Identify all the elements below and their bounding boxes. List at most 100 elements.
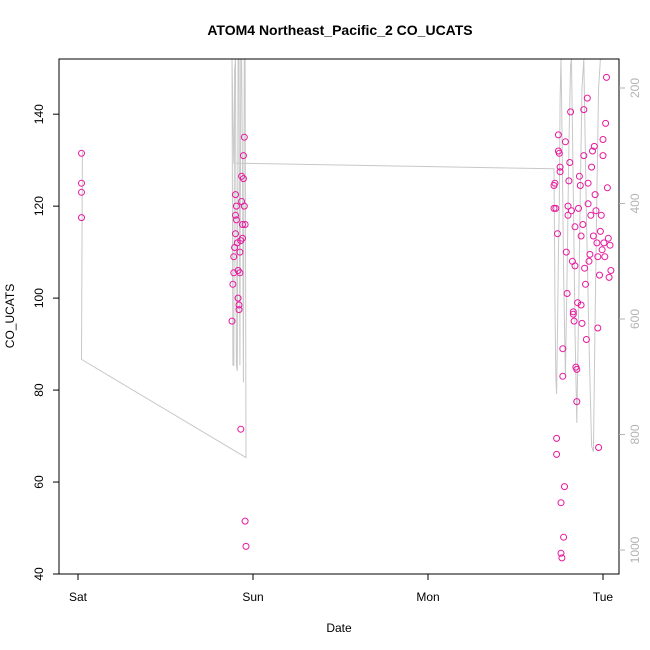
data-point: [235, 306, 243, 314]
data-point: [232, 202, 240, 210]
y-tick-label: 140: [32, 104, 46, 124]
plot-frame: [58, 58, 620, 575]
data-point: [78, 179, 85, 187]
data-point: [567, 108, 575, 116]
data-point: [577, 301, 585, 309]
right-tick-label: 600: [628, 309, 642, 329]
data-point: [233, 239, 241, 247]
data-point: [78, 149, 85, 157]
data-point: [596, 271, 603, 279]
data-point: [554, 230, 561, 238]
data-point: [564, 202, 572, 210]
right-axis: 200 400 600 800 1000: [619, 78, 642, 563]
chart-title: ATOM4 Northeast_Pacific_2 CO_UCATS: [207, 22, 472, 38]
data-point: [553, 450, 561, 458]
right-tick-label: 800: [628, 424, 642, 444]
data-point: [592, 207, 600, 215]
data-point: [594, 253, 602, 261]
data-point: [575, 172, 583, 180]
data-point: [239, 234, 246, 242]
data-point: [562, 248, 570, 256]
data-point: [603, 73, 610, 81]
data-point: [589, 147, 596, 155]
data-point: [555, 149, 563, 157]
data-point: [230, 253, 238, 261]
data-point: [602, 119, 610, 127]
data-point: [581, 264, 589, 272]
right-tick-label: 200: [628, 78, 642, 98]
data-point: [240, 202, 248, 210]
data-point: [568, 207, 575, 215]
data-point: [554, 131, 562, 139]
data-point: [578, 319, 586, 327]
data-point: [577, 232, 585, 240]
data-point: [242, 542, 250, 550]
data-point: [232, 216, 240, 224]
data-point: [237, 425, 245, 433]
x-tick-label: Mon: [416, 590, 439, 604]
data-point: [241, 517, 249, 525]
data-point: [232, 191, 239, 199]
data-point: [576, 182, 584, 189]
data-point: [575, 204, 582, 212]
data-point: [573, 398, 581, 406]
data-point: [565, 177, 573, 185]
data-point: [583, 94, 591, 102]
x-tick-label: Sun: [242, 590, 263, 604]
data-point: [236, 248, 244, 256]
data-point: [557, 499, 565, 507]
data-point: [584, 179, 592, 187]
data-point: [78, 214, 85, 222]
data-point: [236, 269, 244, 277]
altitude-line: [80, 58, 607, 459]
data-point: [574, 299, 582, 307]
data-point: [556, 168, 564, 176]
data-point: [606, 241, 614, 249]
data-point: [570, 317, 578, 325]
data-point: [238, 172, 246, 180]
data-point: [596, 227, 604, 235]
data-point: [566, 159, 574, 166]
data-point: [241, 221, 249, 228]
data-point: [559, 345, 567, 353]
data-point: [571, 262, 579, 270]
right-tick-label: 400: [628, 193, 642, 213]
x-axis-label: Date: [326, 621, 352, 635]
data-point: [552, 204, 560, 212]
data-point: [591, 191, 599, 199]
data-point: [569, 308, 577, 316]
data-point: [599, 136, 607, 143]
data-point: [601, 253, 609, 261]
data-point: [605, 273, 613, 281]
data-point: [573, 365, 581, 373]
x-axis: Sat Sun Mon Tue: [69, 574, 613, 604]
data-point: [582, 336, 590, 343]
data-point: [595, 444, 603, 451]
data-point: [590, 142, 598, 150]
data-point: [232, 230, 239, 238]
data-point: [551, 179, 559, 187]
data-point: [235, 301, 243, 309]
data-point: [579, 221, 587, 228]
data-point: [239, 152, 247, 160]
data-point: [588, 163, 596, 171]
data-point: [228, 317, 236, 325]
data-point: [78, 188, 85, 196]
data-point: [229, 280, 237, 288]
data-point: [604, 234, 612, 242]
data-point: [564, 211, 572, 219]
data-point: [239, 175, 247, 183]
y-tick-label: 60: [32, 475, 46, 489]
data-point: [600, 239, 608, 247]
data-point: [597, 211, 605, 219]
data-point: [580, 106, 588, 114]
data-point: [553, 434, 561, 442]
y-tick-label: 120: [32, 196, 46, 216]
data-point: [582, 280, 589, 288]
data-point: [584, 200, 592, 208]
data-point: [232, 211, 239, 219]
x-tick-label: Sat: [69, 590, 88, 604]
x-tick-label: Tue: [593, 590, 614, 604]
data-point: [557, 549, 565, 557]
y-tick-label: 40: [32, 567, 46, 581]
